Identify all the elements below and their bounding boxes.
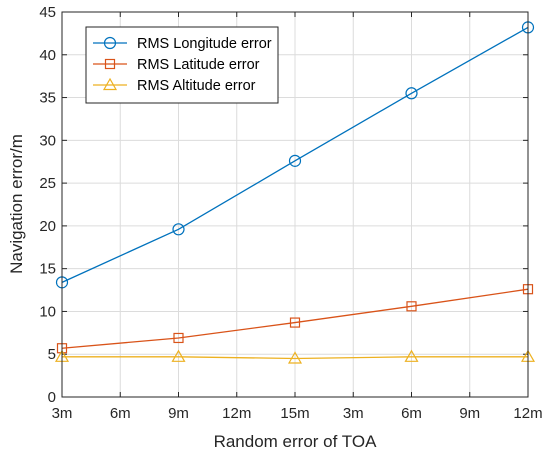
x-tick-label: 15m: [280, 405, 309, 422]
y-tick-label: 25: [39, 175, 56, 192]
x-tick-label: 6m: [110, 405, 131, 422]
legend-marker: [102, 77, 118, 91]
x-tick-label: 12m: [513, 405, 542, 422]
data-point-marker: [289, 317, 301, 328]
data-point-marker: [287, 351, 303, 364]
data-point-marker: [171, 349, 186, 362]
data-point-marker: [173, 332, 184, 344]
y-tick-labels: 0 5 10 15 20 25 30 35 40 45: [39, 4, 56, 406]
data-point-marker: [172, 223, 185, 236]
y-tick-label: 35: [39, 90, 56, 107]
data-point-marker: [404, 349, 419, 362]
y-tick-label: 10: [39, 303, 56, 320]
data-point-marker: [406, 301, 417, 312]
y-axis-label: Navigation error/m: [7, 134, 26, 274]
y-tick-label: 5: [48, 346, 56, 363]
y-tick-label: 30: [39, 132, 56, 149]
legend-label: RMS Latitude error: [137, 57, 260, 73]
legend-box: [85, 26, 279, 104]
x-tick-label: 3m: [52, 405, 73, 422]
x-tick-label: 3m: [343, 405, 364, 422]
legend-item: RMS Altitude error: [93, 77, 256, 94]
x-tick-label: 12m: [222, 405, 251, 422]
plot-frame: [61, 11, 529, 398]
series-1: [56, 284, 534, 354]
series-line: [61, 26, 529, 283]
y-tick-label: 20: [39, 218, 56, 235]
x-tick-labels: 3m 6m 9m 12m 15m 3m 6m 9m 12m: [52, 405, 543, 422]
data-point-marker: [405, 87, 418, 100]
legend: RMS Longitude error RMS Latitude error RMS…: [85, 26, 279, 104]
legend-marker: [103, 36, 117, 50]
x-tick-label: 9m: [168, 405, 189, 422]
y-tick-label: 40: [39, 47, 56, 64]
y-tick-label: 45: [39, 4, 56, 21]
series-line: [61, 288, 529, 349]
legend-marker: [104, 58, 116, 70]
x-tick-label: 9m: [459, 405, 480, 422]
y-tick-label: 15: [39, 261, 56, 278]
data-point-marker: [288, 154, 302, 167]
series-line: [62, 356, 528, 360]
legend-item: RMS Latitude error: [93, 57, 260, 73]
y-tick-label: 0: [48, 389, 56, 406]
legend-item: RMS Longitude error: [93, 36, 272, 52]
legend-label: RMS Longitude error: [137, 36, 272, 52]
x-tick-label: 6m: [401, 405, 422, 422]
x-axis-label: Random error of TOA: [214, 432, 377, 451]
legend-label: RMS Altitude error: [137, 78, 256, 94]
